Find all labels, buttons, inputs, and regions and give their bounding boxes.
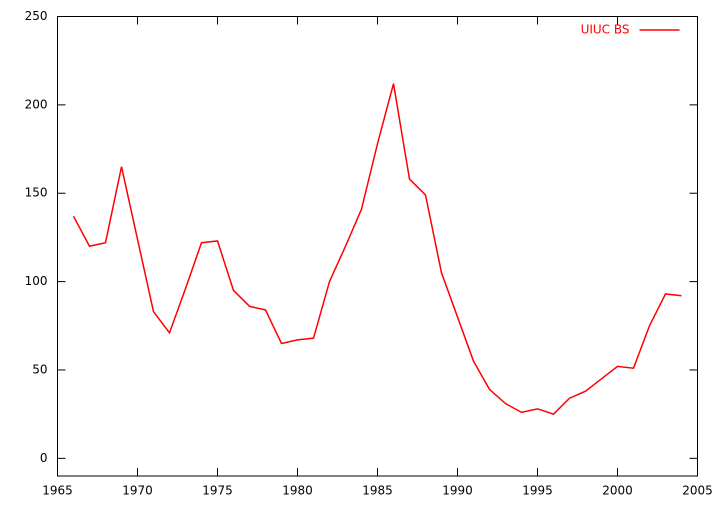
legend-label: UIUC BS [581,23,630,37]
plot-frame [57,16,698,477]
x-tick-label: 2000 [602,484,633,498]
x-tick-label: 1970 [122,484,153,498]
series-line [72,83,682,416]
x-tick-label: 1985 [362,484,393,498]
x-tick-label: 1995 [522,484,553,498]
y-tick-label: 250 [25,9,48,23]
y-tick-label: 200 [25,97,48,111]
x-tick-label: 2005 [682,484,713,498]
x-tick-label: 1990 [442,484,473,498]
x-tick-label: 1965 [42,484,73,498]
y-tick-label: 50 [32,362,47,376]
y-tick-label: 150 [25,186,48,200]
x-tick-label: 1980 [282,484,313,498]
y-tick-label: 0 [40,451,48,465]
x-tick-label: 1975 [202,484,233,498]
y-tick-label: 100 [25,274,48,288]
